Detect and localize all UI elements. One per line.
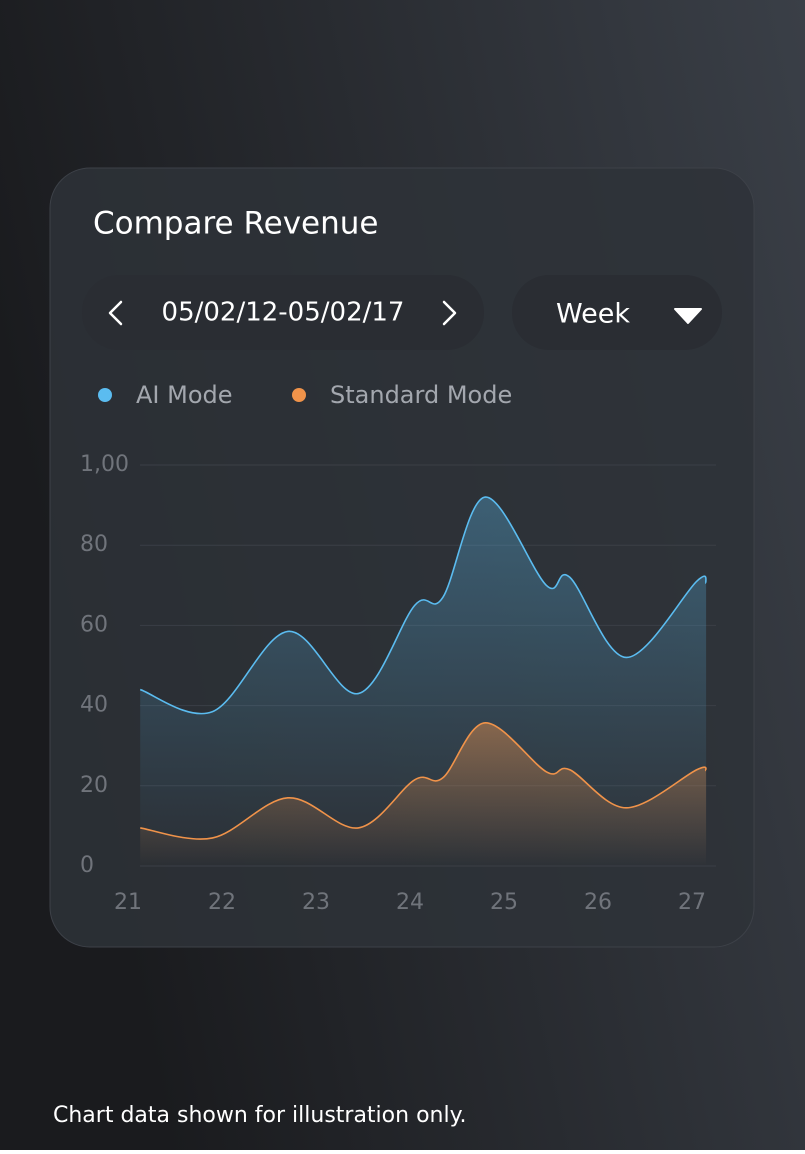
legend-label: Standard Mode [330, 381, 512, 409]
next-arrow[interactable] [442, 300, 457, 326]
y-tick-label: 60 [80, 612, 108, 637]
date-picker[interactable] [82, 275, 484, 350]
chart-title: Compare Revenue [93, 206, 378, 242]
x-tick-label: 25 [490, 890, 518, 915]
x-tick-label: 22 [208, 890, 236, 915]
y-tick-label: 1,00 [80, 452, 129, 477]
legend-dot [292, 388, 306, 402]
line [139, 496, 707, 715]
x-tick-label: 27 [678, 890, 706, 915]
x-tick-label: 21 [114, 890, 142, 915]
dropdown-icon[interactable] [674, 308, 702, 324]
y-tick-label: 40 [80, 693, 108, 718]
y-tick-label: 20 [80, 773, 108, 798]
y-tick-label: 0 [80, 853, 94, 878]
period-select[interactable] [512, 275, 722, 350]
area [140, 722, 707, 866]
x-tick-label: 24 [396, 890, 424, 915]
period-label: Week [556, 299, 630, 330]
y-tick-label: 80 [80, 532, 108, 557]
legend-label: AI Mode [136, 381, 233, 409]
x-tick-label: 26 [584, 890, 612, 915]
x-tick-label: 23 [302, 890, 330, 915]
line [140, 722, 707, 840]
footnote: Chart data shown for illustration only. [53, 1103, 466, 1128]
date-range: 05/02/12-05/02/17 [162, 298, 405, 328]
prev-arrow[interactable] [108, 300, 123, 326]
legend-dot [98, 388, 112, 402]
